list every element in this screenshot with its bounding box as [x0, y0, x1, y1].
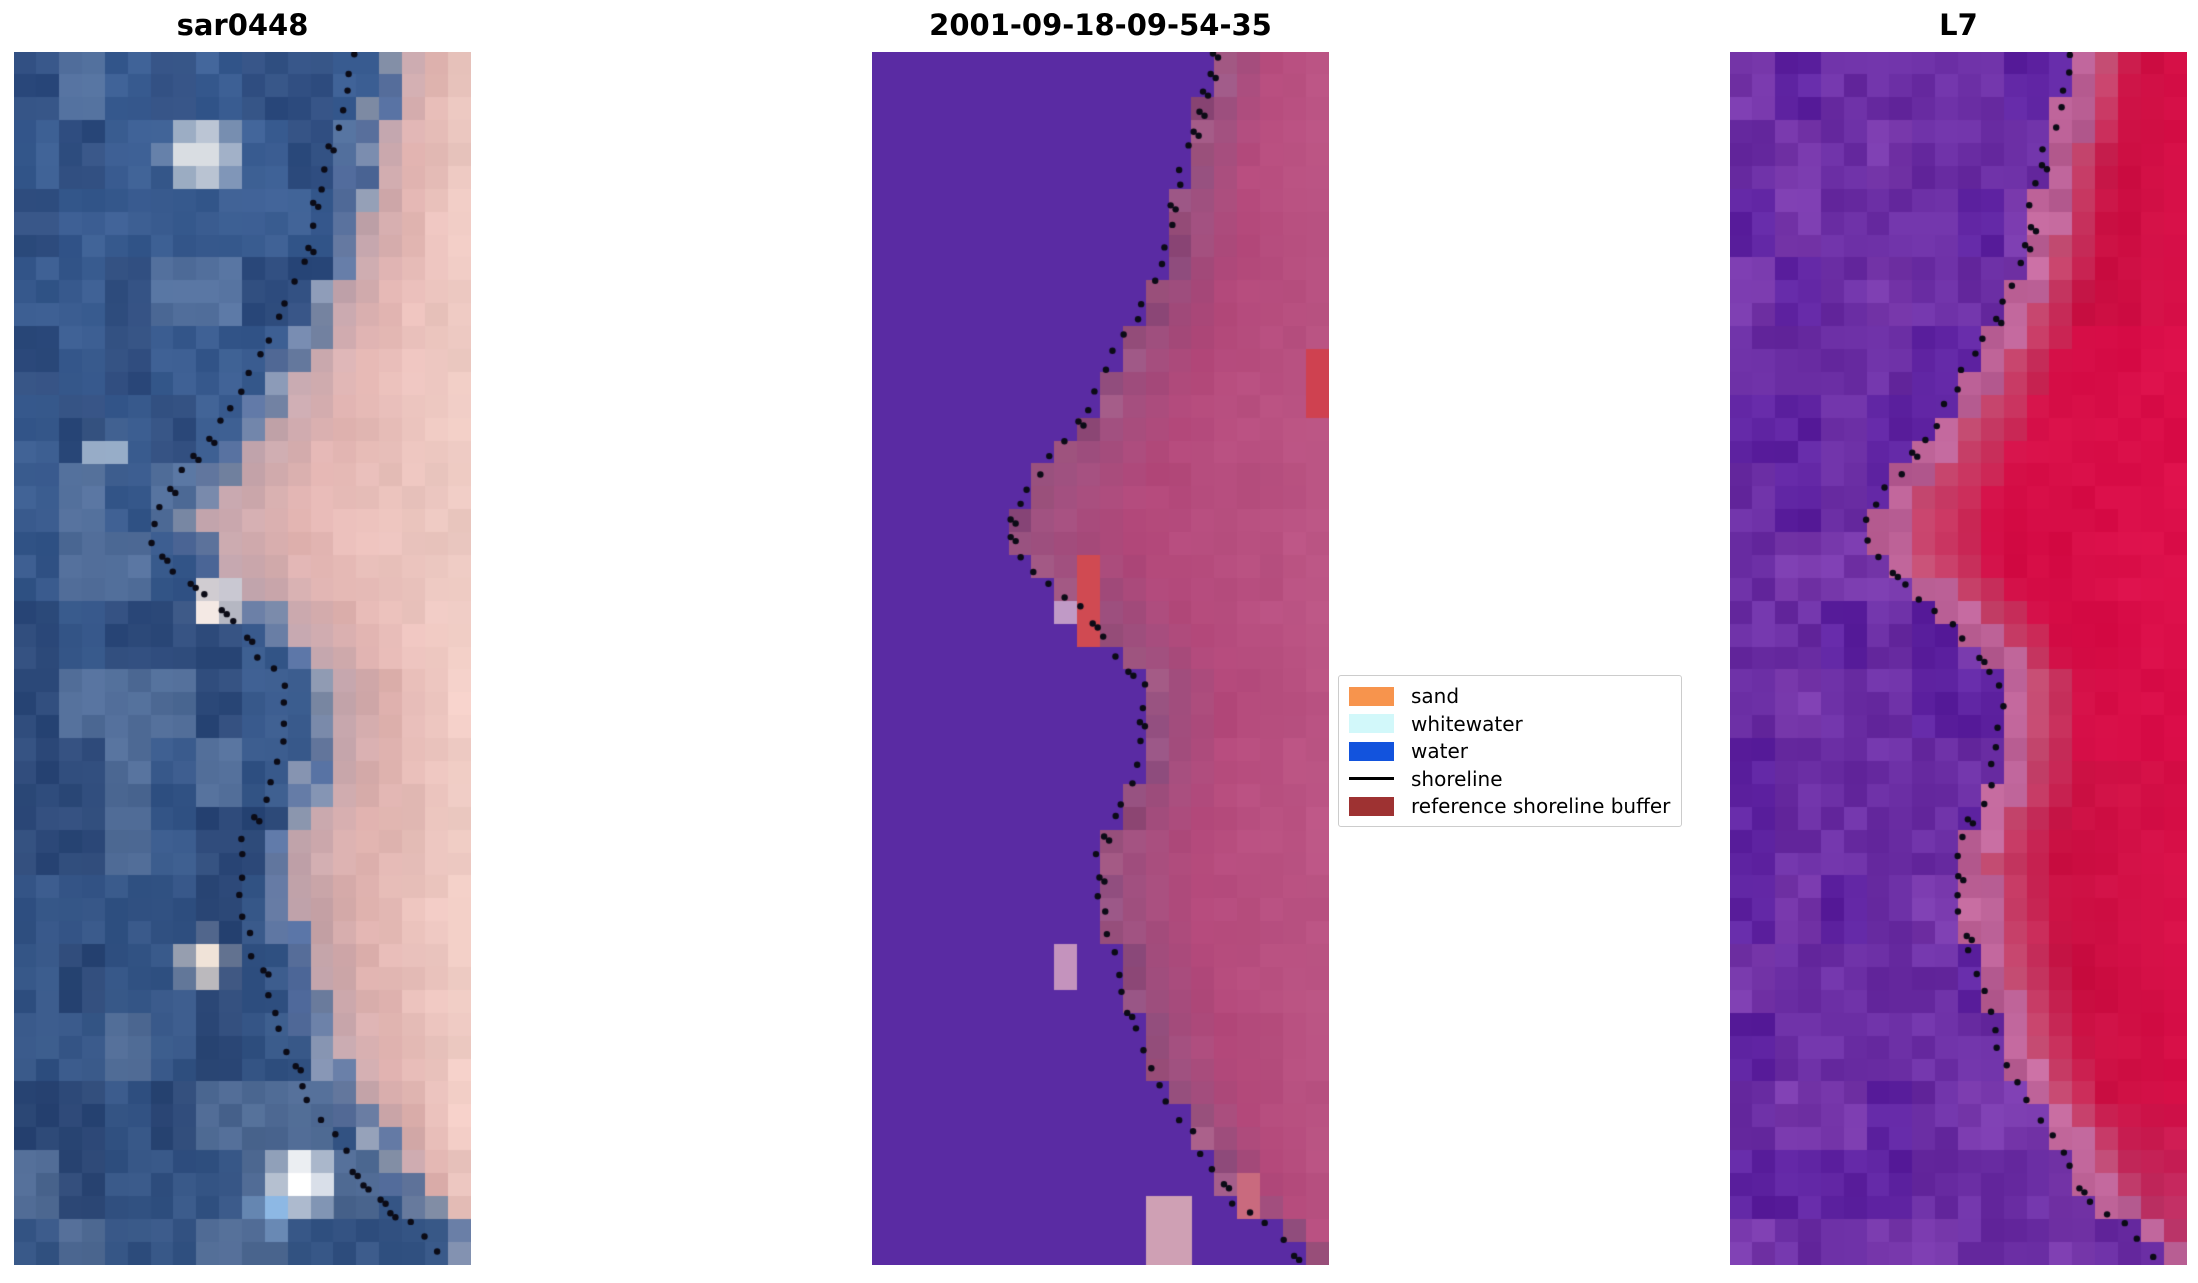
classification-panel-image	[872, 52, 1329, 1265]
legend-label: sand	[1411, 684, 1460, 708]
legend-swatch-reference-shoreline-buffer-icon	[1349, 796, 1394, 816]
legend-label: shoreline	[1411, 766, 1503, 791]
legend-swatch-sand-icon	[1349, 686, 1394, 706]
legend-swatch-whitewater-icon	[1349, 714, 1394, 733]
panel-title-l7: L7	[1939, 8, 1978, 42]
legend-label: reference shoreline buffer	[1411, 794, 1671, 818]
legend-swatch-water-icon	[1349, 741, 1394, 761]
legend-item-water: water	[1349, 738, 1671, 764]
panel-title-sar: sar0448	[176, 8, 309, 42]
legend-label: water	[1411, 739, 1468, 763]
sar-panel-image	[14, 52, 471, 1265]
legend-item-sand: sand	[1349, 683, 1671, 709]
legend: sand whitewater water shoreline reference sh…	[1338, 675, 1682, 827]
l7-panel-image	[1730, 52, 2187, 1265]
legend-item-whitewater: whitewater	[1349, 711, 1671, 737]
panel-title-date: 2001-09-18-09-54-35	[929, 8, 1272, 42]
legend-label: whitewater	[1411, 711, 1523, 736]
legend-swatch-shoreline-icon	[1349, 777, 1394, 780]
legend-item-shoreline: shoreline	[1349, 766, 1671, 792]
legend-item-reference-shoreline-buffer: reference shoreline buffer	[1349, 793, 1671, 819]
